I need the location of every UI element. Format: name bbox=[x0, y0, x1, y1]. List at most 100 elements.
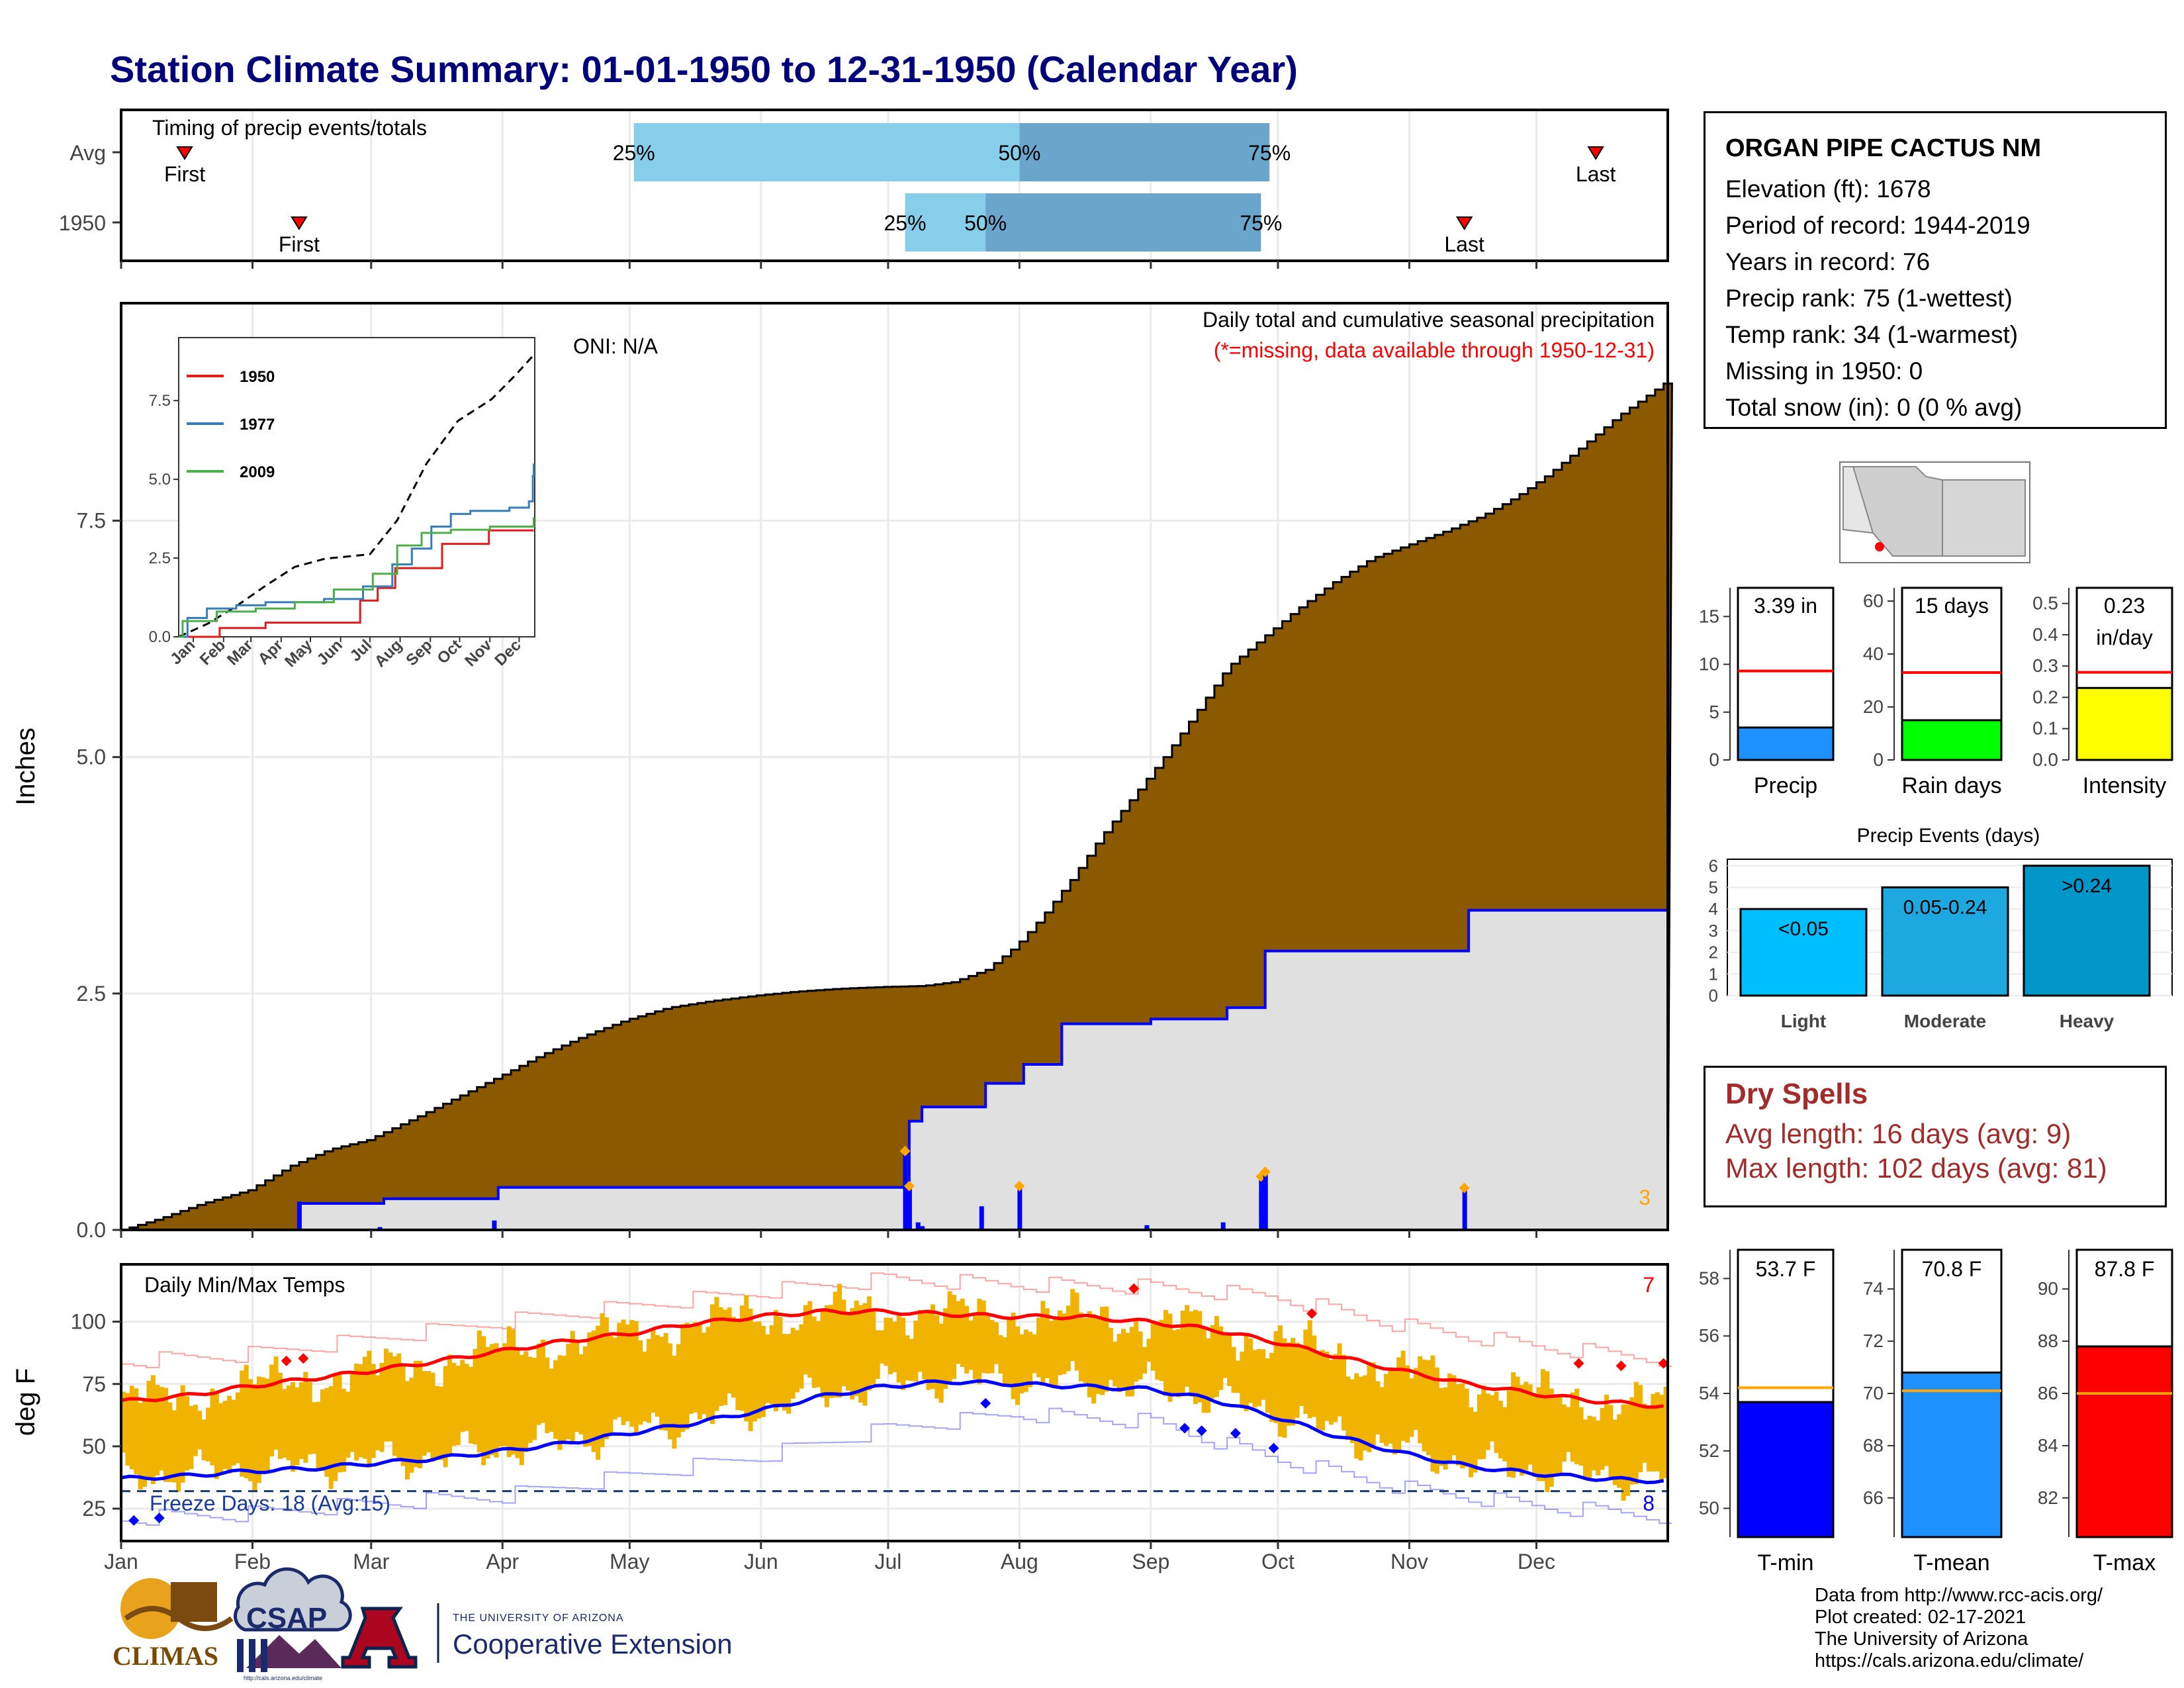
daily-temp-range-bar bbox=[951, 1295, 956, 1380]
month-tick-label: May bbox=[610, 1550, 649, 1573]
record-high-marker bbox=[298, 1353, 309, 1364]
daily-temp-range-bar bbox=[829, 1305, 834, 1398]
daily-temp-range-bar bbox=[1519, 1385, 1524, 1476]
temp-y-axis-title: deg F bbox=[11, 1368, 40, 1436]
csap-logo-url: http://cals.arizona.edu/climate bbox=[244, 1675, 323, 1681]
daily-temp-range-bar bbox=[1379, 1387, 1385, 1443]
timing-bar-25-50 bbox=[905, 193, 986, 252]
daily-temp-range-bar bbox=[608, 1336, 614, 1436]
station-missing: Missing in 1950: 0 bbox=[1725, 357, 1923, 385]
daily-temp-range-bar bbox=[1113, 1341, 1118, 1387]
daily-temp-range-bar bbox=[362, 1356, 367, 1459]
daily-temp-range-bar bbox=[1617, 1414, 1622, 1488]
precip-y-tick-label: 0.0 bbox=[77, 1218, 106, 1242]
timing-last-marker bbox=[1455, 216, 1473, 230]
precip-y-tick-label: 5.0 bbox=[77, 745, 106, 769]
daily-temp-range-bar bbox=[201, 1419, 206, 1461]
daily-temp-range-bar bbox=[875, 1330, 880, 1380]
timing-row-label: Avg bbox=[69, 141, 106, 165]
record-high-marker bbox=[1306, 1308, 1318, 1319]
daily-temp-range-bar bbox=[1185, 1305, 1190, 1387]
month-tick-label: Jul bbox=[874, 1550, 901, 1573]
daily-temp-range-bar bbox=[171, 1410, 177, 1483]
daily-precip-bar bbox=[492, 1220, 497, 1230]
daily-temp-range-bar bbox=[1023, 1329, 1028, 1392]
month-tick-label: Aug bbox=[1001, 1550, 1038, 1573]
temp-summary-value-label: 70.8 F bbox=[1922, 1257, 1982, 1281]
daily-temp-range-bar bbox=[1108, 1327, 1113, 1380]
daily-temp-range-bar bbox=[892, 1321, 897, 1372]
daily-temp-range-bar bbox=[977, 1298, 982, 1384]
daily-temp-range-bar bbox=[1193, 1309, 1198, 1404]
daily-temp-range-bar bbox=[490, 1344, 495, 1455]
inset-plot-area bbox=[178, 337, 535, 637]
daily-temp-range-bar bbox=[320, 1389, 325, 1472]
temp-summary-y-tick-label: 84 bbox=[2038, 1435, 2058, 1456]
daily-temp-range-bar bbox=[1269, 1352, 1275, 1422]
record-low-marker bbox=[128, 1515, 140, 1526]
daily-temp-range-bar bbox=[248, 1379, 253, 1481]
daily-temp-range-bar bbox=[324, 1387, 330, 1477]
timing-last-marker bbox=[1587, 146, 1604, 160]
daily-temp-range-bar bbox=[523, 1351, 529, 1452]
daily-temp-range-bar bbox=[506, 1326, 512, 1458]
daily-temp-range-bar bbox=[1307, 1320, 1312, 1419]
daily-temp-range-bar bbox=[1536, 1387, 1541, 1481]
daily-precip-bar bbox=[1017, 1187, 1023, 1230]
temp-summary-y-tick-label: 82 bbox=[2038, 1487, 2058, 1508]
daily-temp-range-bar bbox=[210, 1388, 215, 1466]
daily-temp-range-bar bbox=[307, 1382, 312, 1455]
precip-events-bar bbox=[1881, 886, 2009, 997]
daily-temp-range-bar bbox=[981, 1300, 986, 1374]
timing-first-label: First bbox=[164, 162, 205, 186]
daily-temp-range-bar bbox=[1222, 1335, 1228, 1378]
daily-temp-range-bar bbox=[1388, 1367, 1393, 1444]
daily-temp-range-bar bbox=[1557, 1394, 1563, 1473]
daily-temp-range-bar bbox=[1371, 1362, 1376, 1446]
daily-temp-range-bar bbox=[1638, 1385, 1643, 1473]
daily-temp-range-bar bbox=[1083, 1317, 1088, 1383]
daily-temp-range-bar bbox=[434, 1385, 439, 1458]
station-years: Years in record: 76 bbox=[1725, 248, 1931, 275]
precip-events-y-tick-label: 5 bbox=[1709, 878, 1718, 898]
daily-temp-range-bar bbox=[1079, 1312, 1084, 1382]
daily-temp-range-bar bbox=[138, 1403, 143, 1490]
daily-temp-range-bar bbox=[358, 1364, 363, 1458]
timing-p75-label: 75% bbox=[1240, 211, 1282, 235]
precip-events-category: Heavy bbox=[2060, 1011, 2115, 1031]
daily-temp-range-bar bbox=[129, 1385, 134, 1470]
daily-temp-range-bar bbox=[291, 1382, 296, 1472]
daily-temp-range-bar bbox=[328, 1385, 334, 1489]
daily-temp-range-bar bbox=[697, 1322, 702, 1420]
temp-summary-bar bbox=[1737, 1401, 1835, 1538]
credit-url: https://cals.arizona.edu/climate/ bbox=[1815, 1650, 2084, 1671]
daily-temp-range-bar bbox=[824, 1305, 829, 1407]
daily-temp-range-bar bbox=[795, 1330, 800, 1393]
daily-temp-range-bar bbox=[1469, 1407, 1474, 1477]
precip-1950-cumulative-line bbox=[121, 909, 1668, 1231]
daily-temp-range-bar bbox=[1062, 1313, 1067, 1374]
daily-temp-range-bar bbox=[1409, 1378, 1414, 1437]
temp-summary-y-tick-label: 88 bbox=[2038, 1331, 2058, 1351]
daily-temp-range-bar bbox=[256, 1376, 261, 1483]
daily-temp-range-bar bbox=[1218, 1326, 1224, 1390]
daily-temp-range-bar bbox=[820, 1309, 825, 1398]
daily-temp-range-bar bbox=[1392, 1368, 1397, 1455]
daily-temp-range-bar bbox=[163, 1387, 169, 1482]
intensity-value-label: 0.23 bbox=[2104, 594, 2145, 618]
daily-temp-range-bar bbox=[282, 1389, 287, 1458]
daily-precip-marker bbox=[903, 1180, 915, 1192]
temp-panel-border bbox=[120, 1263, 1669, 1542]
daily-temp-range-bar bbox=[922, 1313, 927, 1380]
daily-temp-range-bar bbox=[646, 1338, 651, 1423]
credits: Data from http://www.rcc-acis.org/ Plot … bbox=[1815, 1585, 2103, 1672]
intensity-y-tick-label: 0.5 bbox=[2032, 593, 2058, 614]
daily-temp-range-bar bbox=[1477, 1394, 1482, 1460]
daily-temp-range-bar bbox=[295, 1387, 300, 1466]
daily-temp-range-bar bbox=[1303, 1329, 1308, 1414]
daily-temp-range-bar bbox=[1455, 1384, 1461, 1466]
daily-temp-range-bar bbox=[515, 1348, 520, 1458]
climas-logo-wave bbox=[124, 1606, 234, 1631]
precip-y-tick-label: 7.5 bbox=[77, 509, 106, 533]
